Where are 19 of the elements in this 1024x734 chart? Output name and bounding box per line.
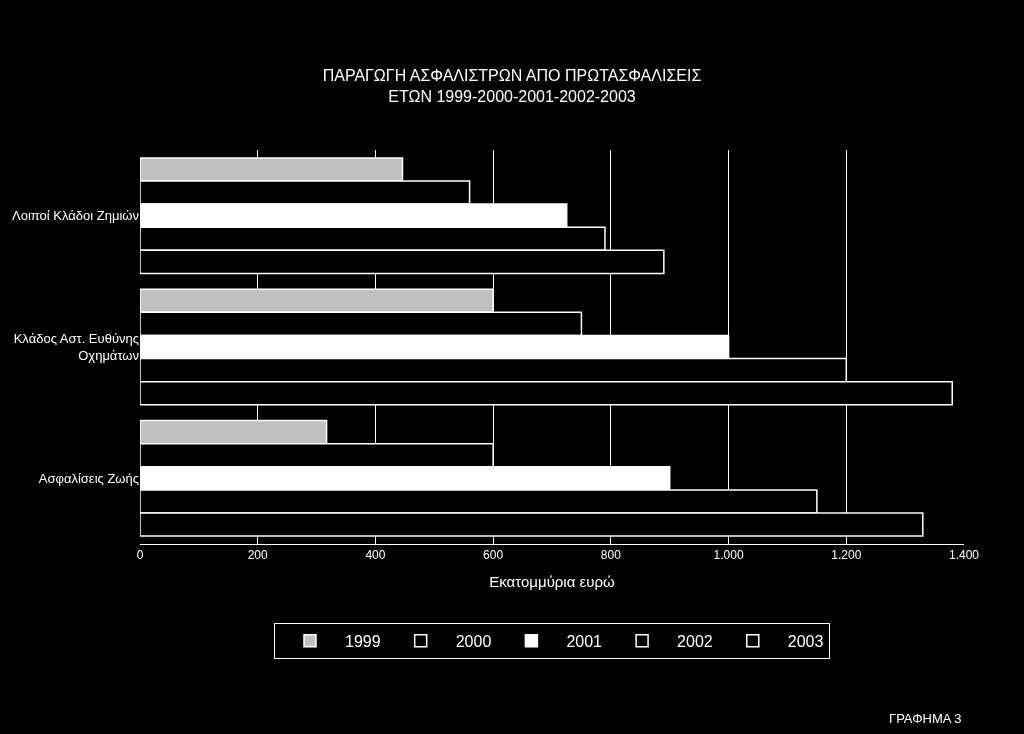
x-tick-label: 400 bbox=[365, 548, 386, 563]
legend-label: 2000 bbox=[455, 632, 492, 650]
x-tick-label: 1.000 bbox=[713, 548, 744, 563]
legend-label: 2001 bbox=[566, 632, 603, 650]
y-tick-label: Ασφαλίσεις Ζωής bbox=[38, 470, 139, 486]
x-tick-label: 600 bbox=[483, 548, 504, 563]
x-axis-title: Εκατομμύρια ευρώ bbox=[489, 573, 615, 591]
x-tick-label: 200 bbox=[247, 548, 269, 563]
text: ΓΡΑΦΗΜΑ 3 bbox=[889, 711, 962, 726]
x-tick-label: 0 bbox=[136, 548, 144, 563]
y-tick-label: Κλάδος Αστ. Ευθύνης Οχημάτων bbox=[13, 331, 139, 363]
legend-label: 2002 bbox=[677, 632, 713, 650]
x-tick-label: 1.400 bbox=[948, 548, 980, 563]
x-tick-label: 1.200 bbox=[831, 548, 862, 563]
x-tick-label: 800 bbox=[600, 548, 622, 563]
y-tick-label: Λοιποί Κλάδοι Ζημιών bbox=[12, 208, 139, 224]
legend-label: 2003 bbox=[787, 632, 824, 650]
chart-title: ΠΑΡΑΓΩΓΗ ΑΣΦΑΛΙΣΤΡΩΝ ΑΠΟ ΠΡΩΤΑΣΦΑΛΙΣΕΙΣ ΕΤΩΝ 1999-2000-2001-2002-2003 bbox=[322, 66, 702, 105]
legend-label: 1999 bbox=[345, 632, 381, 650]
